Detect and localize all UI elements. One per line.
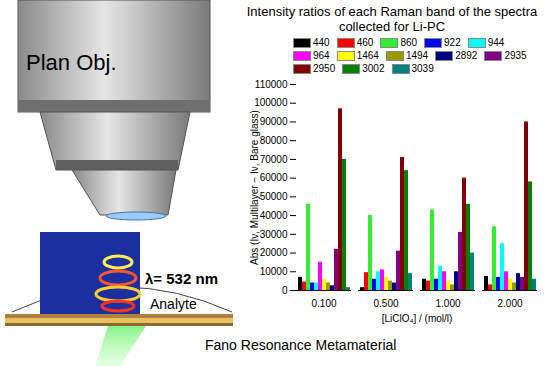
- html-text:1494: 1494: [405, 50, 429, 61]
- svg-text:40000: 40000: [260, 210, 288, 221]
- svg-text:60000: 60000: [260, 172, 288, 183]
- html-text:2950: 2950: [313, 63, 336, 74]
- svg-text:Analyte: Analyte: [150, 296, 197, 312]
- svg-text:100000: 100000: [254, 97, 288, 108]
- html-text:944: 944: [487, 37, 505, 48]
- svg-text:0: 0: [282, 285, 288, 296]
- svg-text:20000: 20000: [260, 247, 288, 258]
- svg-text:30000: 30000: [260, 229, 288, 240]
- html-text:1464: 1464: [356, 50, 379, 61]
- html-text:922: 922: [444, 37, 461, 48]
- svg-text:0.500: 0.500: [373, 298, 398, 309]
- html-text:2935: 2935: [504, 50, 527, 61]
- svg-text:70000: 70000: [260, 154, 288, 165]
- html-text:460: 460: [356, 37, 374, 48]
- html-text:440: 440: [313, 37, 330, 48]
- svg-text:0.100: 0.100: [311, 298, 336, 309]
- html-text:3039: 3039: [411, 63, 434, 74]
- svg-text:[LiClO₄] / (mol/l): [LiClO₄] / (mol/l): [382, 313, 453, 324]
- svg-text:110000: 110000: [255, 79, 288, 90]
- svg-text:λ= 532 nm: λ= 532 nm: [145, 270, 218, 287]
- html-text:Intensity ratios of each Raman: Intensity ratios of each Raman band of t…: [246, 4, 538, 34]
- svg-text:90000: 90000: [260, 116, 288, 127]
- svg-text:2.000: 2.000: [497, 298, 522, 309]
- svg-text:Plan Obj.: Plan Obj.: [26, 50, 117, 75]
- html-text:3002: 3002: [362, 63, 385, 74]
- svg-text:80000: 80000: [260, 135, 288, 146]
- svg-text:50000: 50000: [260, 191, 288, 202]
- html-text:860: 860: [400, 37, 418, 48]
- svg-text:10000: 10000: [260, 266, 288, 277]
- html-text:2892: 2892: [455, 50, 478, 61]
- html-text:964: 964: [313, 50, 330, 61]
- svg-text:1.000: 1.000: [435, 298, 460, 309]
- svg-text:Abs (Iν, Multilayer − Iν, Bare: Abs (Iν, Multilayer − Iν, Bare glass): [249, 110, 260, 265]
- svg-text:Fano Resonance Metamaterial: Fano Resonance Metamaterial: [205, 337, 396, 353]
